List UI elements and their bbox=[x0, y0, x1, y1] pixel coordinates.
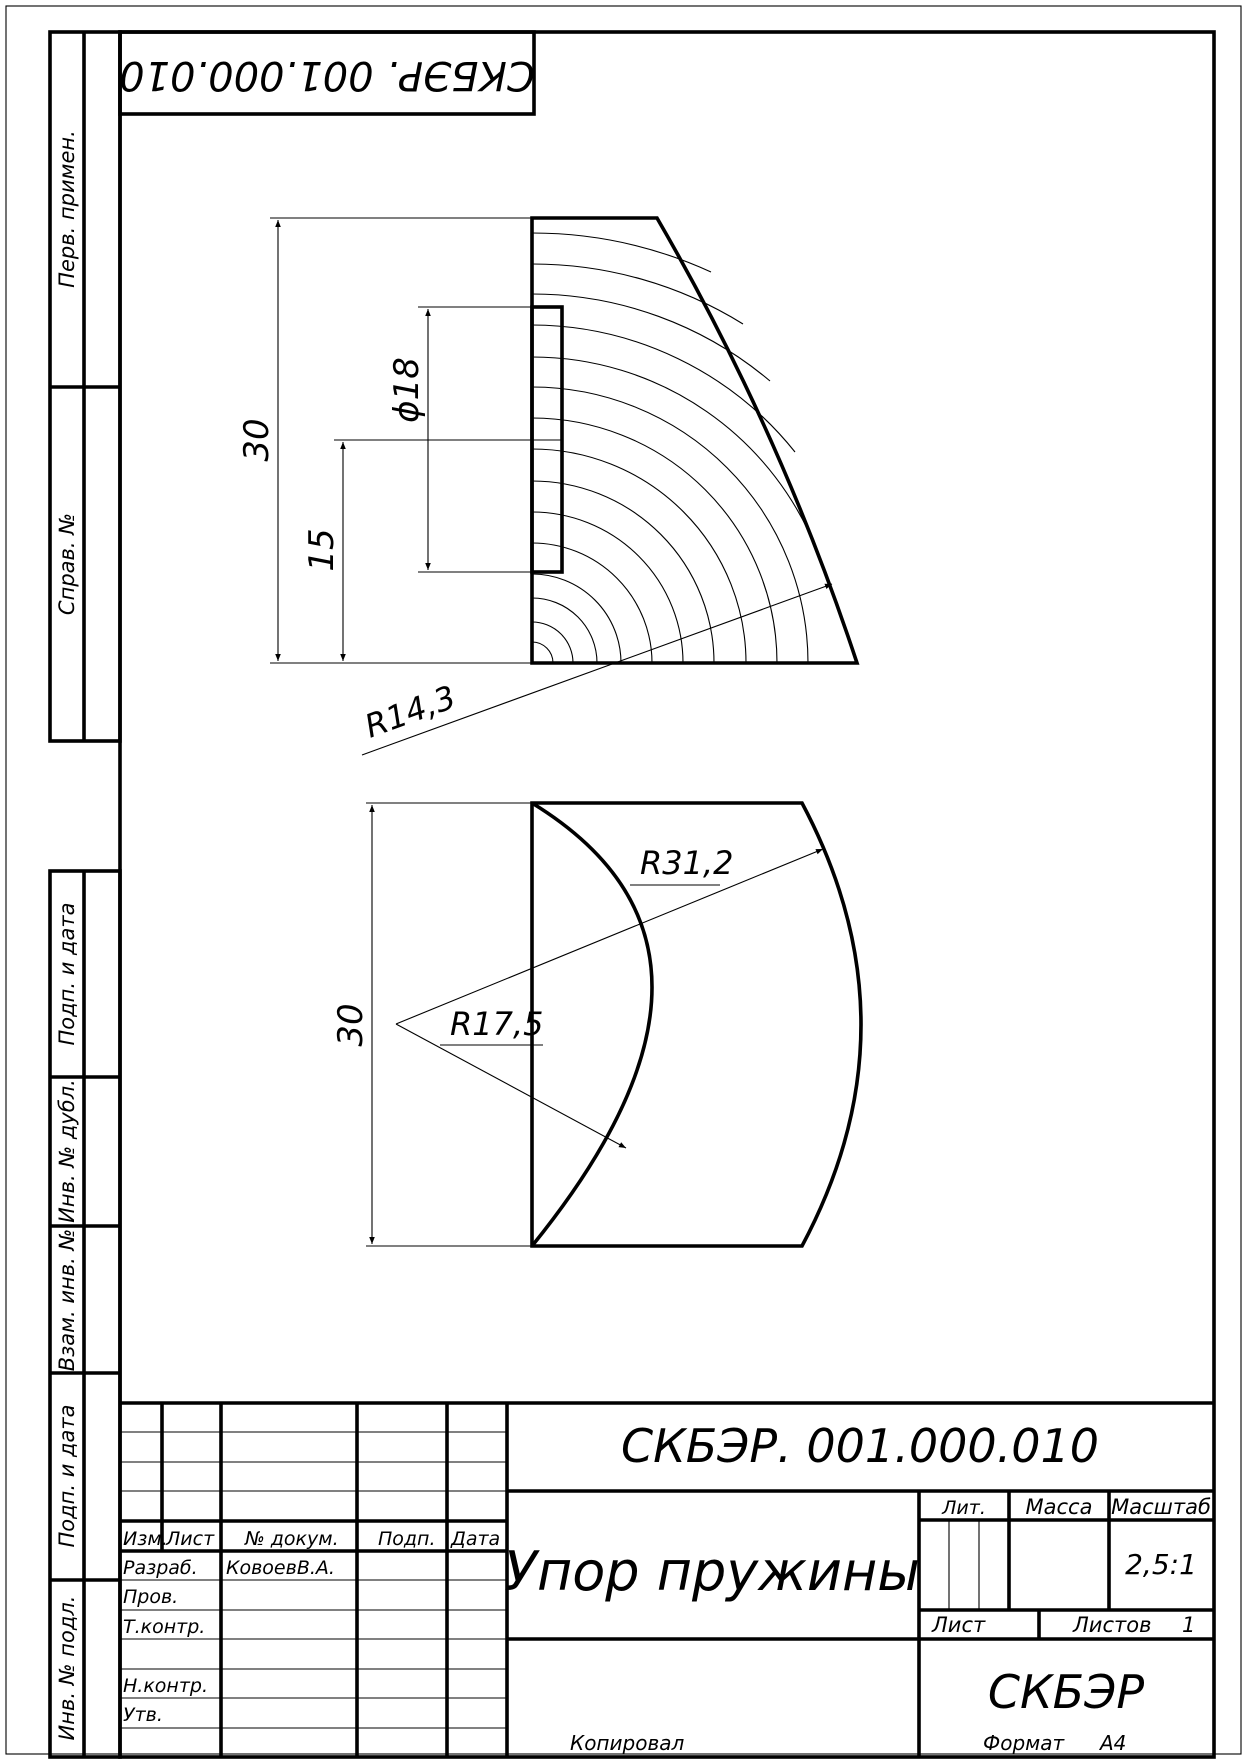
part-name: Упор пружины bbox=[504, 1540, 920, 1603]
dim-30-bottom: 30 bbox=[331, 1003, 371, 1046]
dim-30-top: 30 bbox=[237, 418, 277, 461]
side-strip: Перв. примен. Справ. № Подп. и дата Инв.… bbox=[48, 30, 122, 1759]
hdr-list: Лист bbox=[165, 1528, 215, 1550]
top-designation-box: СКБЭР. 001.000.010 bbox=[118, 30, 536, 116]
developer-name: КовоевВ.А. bbox=[226, 1557, 335, 1579]
side-label-inv-podl: Инв. № подл. bbox=[55, 1596, 79, 1741]
side-label-sprav: Справ. № bbox=[55, 513, 79, 615]
side-label-perv: Перв. примен. bbox=[55, 130, 79, 288]
dim-line-r143 bbox=[361, 583, 833, 756]
front-view-outline bbox=[530, 801, 863, 1248]
lit-label: Лит. bbox=[941, 1497, 986, 1519]
organization: СКБЭР bbox=[988, 1665, 1144, 1719]
role-ncontrol: Н.контр. bbox=[123, 1675, 208, 1697]
mass-label: Масса bbox=[1026, 1495, 1093, 1519]
side-label-podp2: Подп. и дата bbox=[55, 1404, 79, 1547]
dim-phi18: ϕ18 bbox=[387, 357, 427, 423]
dim-line-r312 bbox=[395, 848, 824, 1025]
dim-r175: R17,5 bbox=[450, 1005, 543, 1043]
hdr-sign: Подп. bbox=[378, 1528, 436, 1550]
dim-line-r175 bbox=[395, 1023, 627, 1149]
role-approve: Утв. bbox=[123, 1704, 163, 1726]
footer-format-label: Формат bbox=[983, 1731, 1065, 1755]
stamp-designation: СКБЭР. 001.000.010 bbox=[621, 1419, 1099, 1473]
scale-value: 2,5:1 bbox=[1125, 1548, 1197, 1581]
sheet-border bbox=[5, 5, 1242, 1755]
footer-copied: Копировал bbox=[570, 1731, 684, 1755]
dim-r312: R31,2 bbox=[640, 844, 733, 882]
front-view-inner-arc bbox=[530, 801, 654, 1248]
scale-label: Масштаб bbox=[1111, 1495, 1211, 1519]
hdr-doc: № докум. bbox=[244, 1528, 339, 1550]
sheets-value: 1 bbox=[1182, 1613, 1195, 1637]
hdr-izm: Изм. bbox=[123, 1528, 168, 1550]
side-label-podp1: Подп. и дата bbox=[55, 902, 79, 1045]
role-check: Пров. bbox=[123, 1586, 178, 1608]
role-dev: Разраб. bbox=[123, 1557, 198, 1579]
top-designation-text: СКБЭР. 001.000.010 bbox=[119, 52, 535, 98]
top-view-outline bbox=[530, 216, 860, 665]
role-tcontrol: Т.контр. bbox=[123, 1616, 205, 1638]
front-view: 30 R31,2 R17,5 bbox=[331, 801, 863, 1248]
top-view-arcs bbox=[531, 232, 820, 664]
dim-15: 15 bbox=[302, 528, 342, 571]
dim-r143: R14,3 bbox=[360, 678, 461, 746]
top-view: 30 ϕ18 15 R14,3 bbox=[237, 216, 860, 756]
sheet-label: Лист bbox=[931, 1613, 986, 1637]
side-label-vzam: Взам. инв. № bbox=[55, 1229, 79, 1372]
footer-format-value: А4 bbox=[1098, 1731, 1126, 1755]
hdr-date: Дата bbox=[450, 1528, 500, 1550]
sheets-label: Листов bbox=[1072, 1613, 1151, 1637]
side-label-inv-dubl: Инв. № дубл. bbox=[55, 1079, 79, 1223]
title-block: Изм. Лист № докум. Подп. Дата Разраб. Ко… bbox=[120, 1401, 1214, 1757]
